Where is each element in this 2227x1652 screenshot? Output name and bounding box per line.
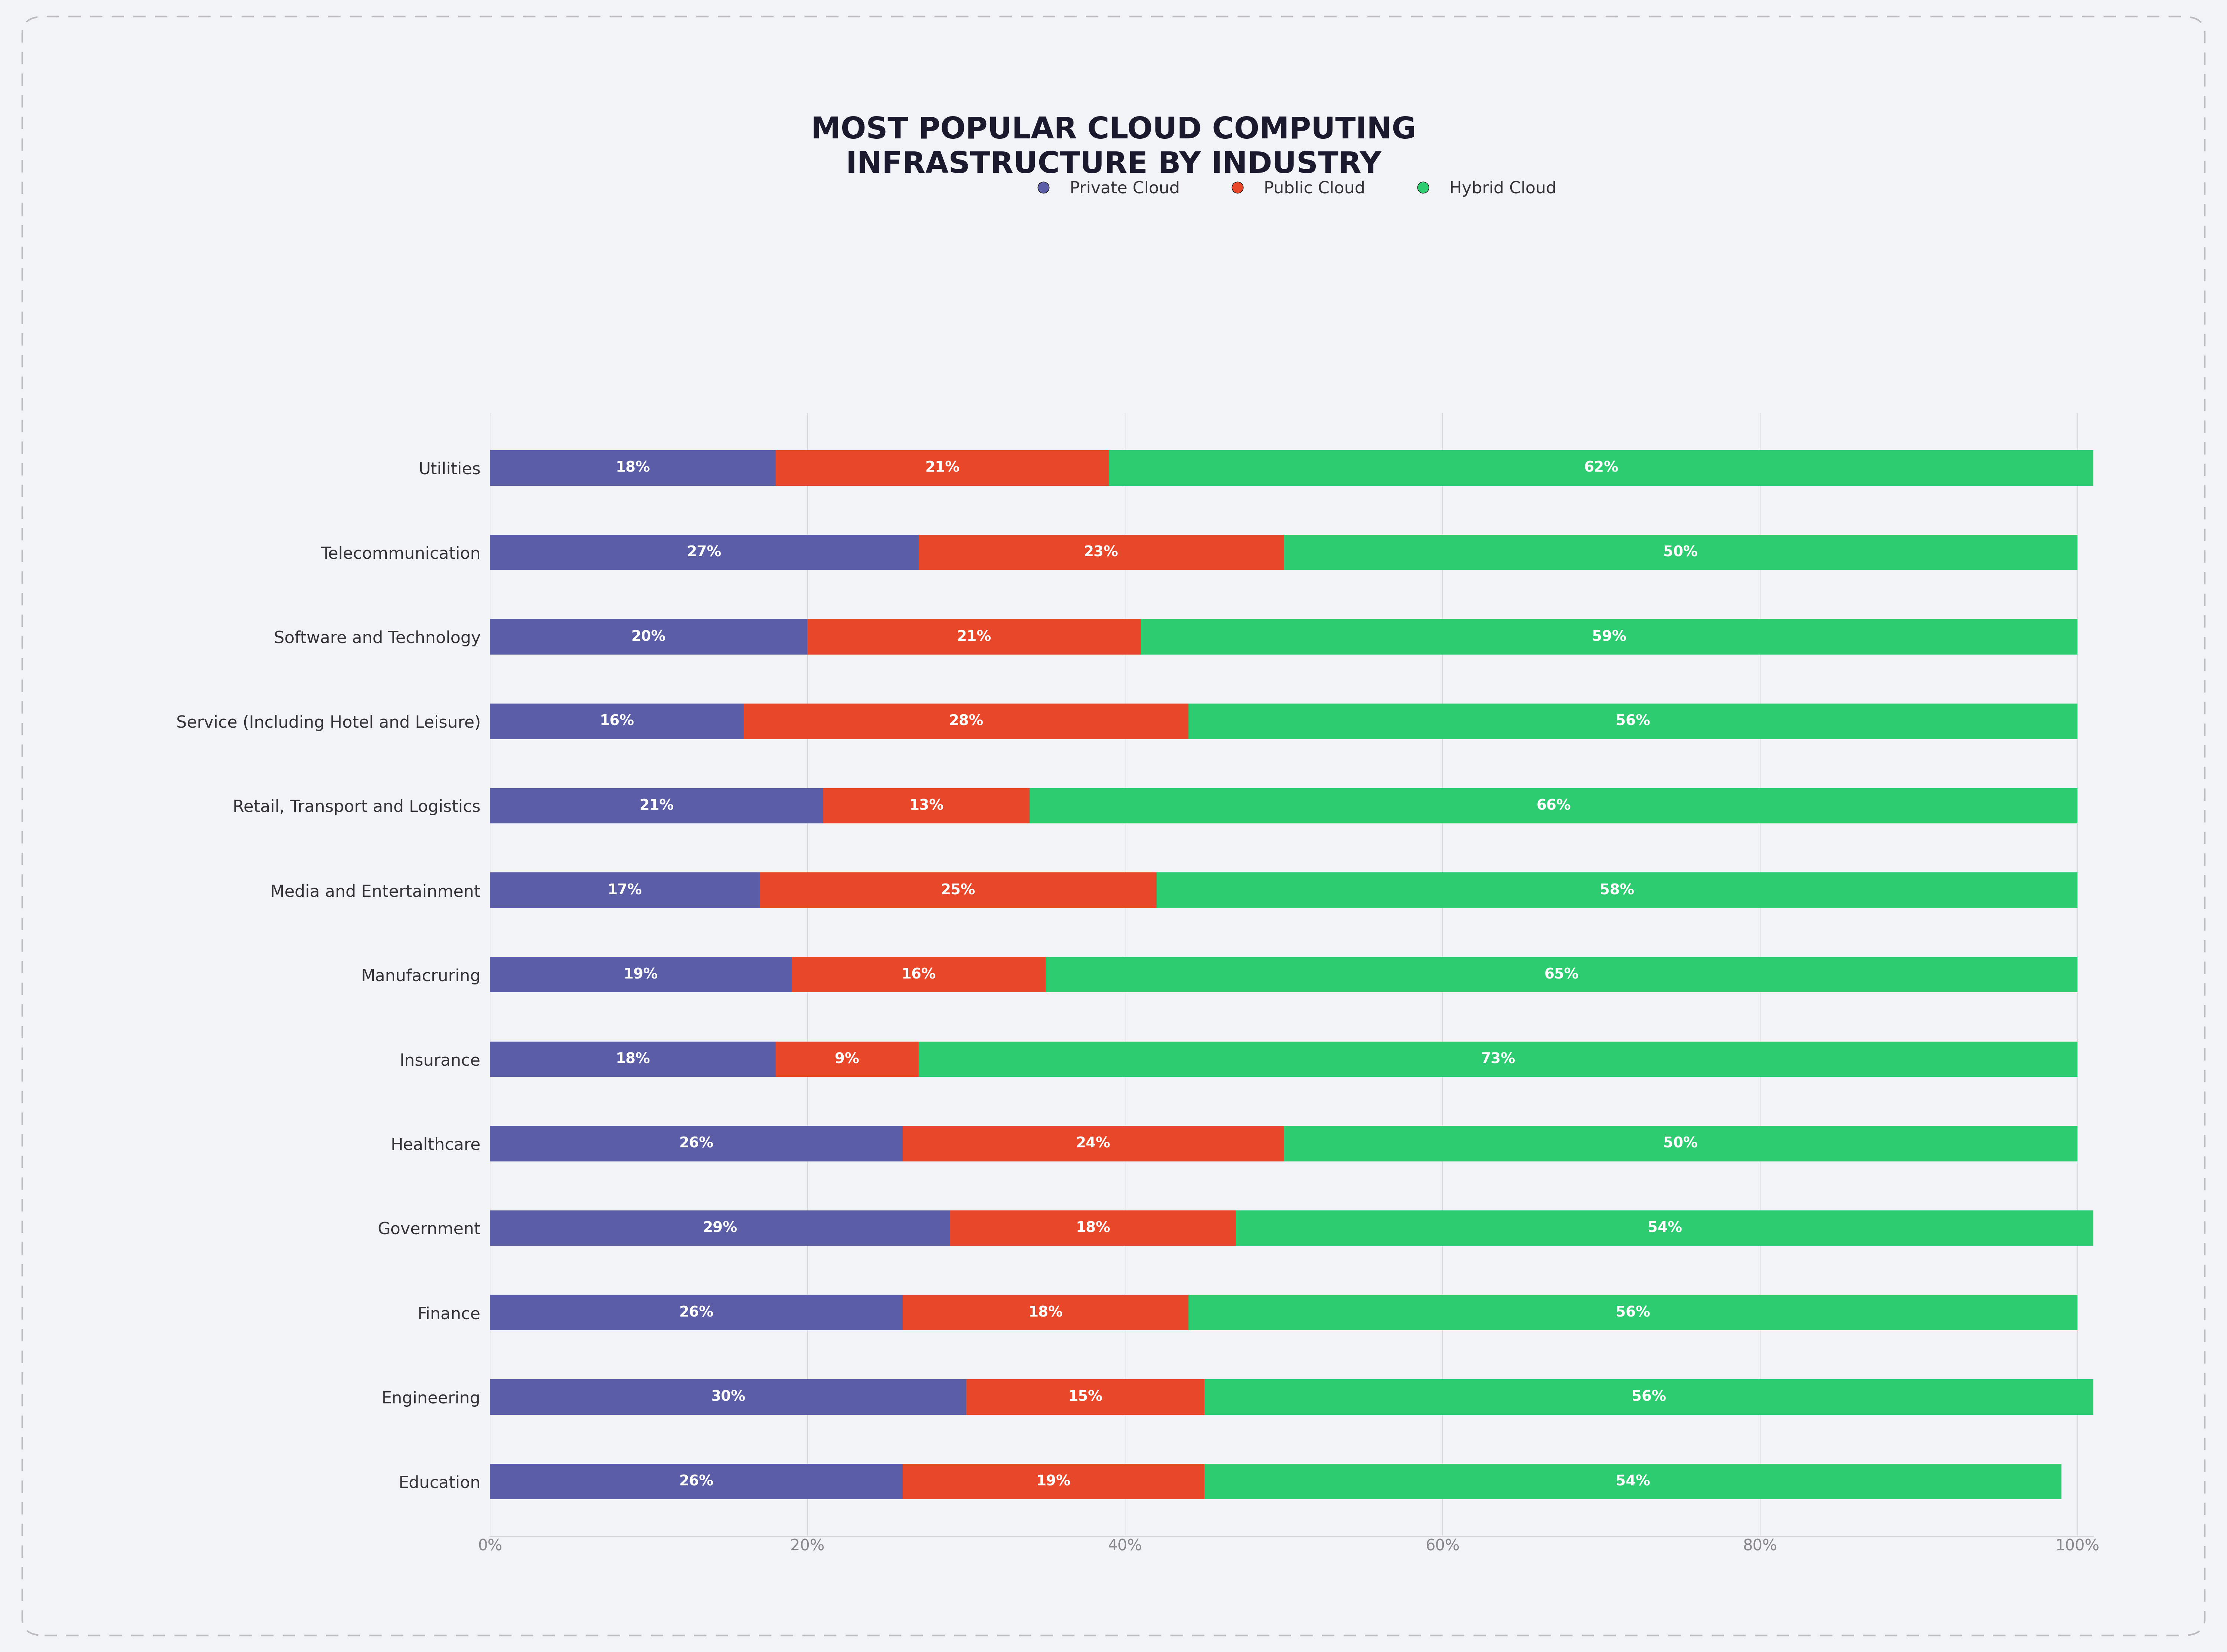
Text: 21%: 21% [639, 798, 675, 813]
Bar [490, 788, 824, 823]
Bar [1205, 1379, 2093, 1414]
Bar [1283, 535, 2078, 570]
Bar [951, 1211, 1236, 1246]
Text: 56%: 56% [1632, 1389, 1666, 1404]
Bar [1236, 1211, 2093, 1246]
Text: 21%: 21% [958, 629, 991, 644]
Bar [824, 788, 1029, 823]
Text: 17%: 17% [608, 884, 641, 897]
Text: 9%: 9% [835, 1052, 860, 1066]
Bar [808, 620, 1140, 654]
Text: 27%: 27% [686, 545, 722, 560]
Bar [1189, 1295, 2078, 1330]
Legend: Private Cloud, Public Cloud, Hybrid Cloud: Private Cloud, Public Cloud, Hybrid Clou… [1020, 173, 1563, 203]
Bar [967, 1379, 1205, 1414]
Bar [490, 872, 759, 909]
Bar [744, 704, 1189, 738]
Bar [490, 957, 791, 993]
Text: 19%: 19% [624, 968, 657, 981]
Bar [1189, 704, 2078, 738]
Text: 18%: 18% [615, 1052, 650, 1066]
Bar [902, 1127, 1283, 1161]
Bar [1140, 620, 2078, 654]
Text: 50%: 50% [1664, 545, 1697, 560]
Bar [490, 620, 808, 654]
Bar [775, 449, 1109, 486]
Bar [918, 535, 1283, 570]
Bar [1109, 449, 2093, 486]
Bar [759, 872, 1156, 909]
Text: 24%: 24% [1076, 1137, 1111, 1151]
Bar [490, 535, 918, 570]
Text: 58%: 58% [1599, 884, 1635, 897]
Bar [918, 1041, 2078, 1077]
Bar [791, 957, 1047, 993]
Text: 50%: 50% [1664, 1137, 1697, 1151]
Bar [1205, 1464, 2062, 1500]
Text: 28%: 28% [949, 714, 984, 729]
Bar [490, 1211, 951, 1246]
Text: 19%: 19% [1036, 1474, 1071, 1488]
Text: 16%: 16% [599, 714, 635, 729]
Text: 25%: 25% [942, 884, 975, 897]
Text: MOST POPULAR CLOUD COMPUTING
INFRASTRUCTURE BY INDUSTRY: MOST POPULAR CLOUD COMPUTING INFRASTRUCT… [811, 116, 1416, 178]
Text: 15%: 15% [1069, 1389, 1102, 1404]
Text: 13%: 13% [909, 798, 944, 813]
Text: 73%: 73% [1481, 1052, 1514, 1066]
Text: 59%: 59% [1592, 629, 1626, 644]
Bar [490, 1127, 902, 1161]
Bar [490, 449, 775, 486]
Text: 23%: 23% [1085, 545, 1118, 560]
Text: 26%: 26% [679, 1137, 713, 1151]
Bar [775, 1041, 918, 1077]
Text: 62%: 62% [1583, 461, 1619, 476]
Text: 56%: 56% [1617, 714, 1650, 729]
Text: 18%: 18% [1076, 1221, 1111, 1236]
Text: 56%: 56% [1617, 1305, 1650, 1320]
Text: 18%: 18% [1029, 1305, 1062, 1320]
Bar [1283, 1127, 2078, 1161]
Bar [1156, 872, 2078, 909]
Text: 18%: 18% [615, 461, 650, 476]
Text: 26%: 26% [679, 1474, 713, 1488]
Bar [1047, 957, 2078, 993]
Bar [490, 1295, 902, 1330]
Text: 54%: 54% [1648, 1221, 1681, 1236]
Bar [902, 1295, 1189, 1330]
Text: 54%: 54% [1617, 1474, 1650, 1488]
Bar [490, 1041, 775, 1077]
Text: 20%: 20% [632, 629, 666, 644]
Bar [490, 1379, 967, 1414]
Text: 21%: 21% [924, 461, 960, 476]
Text: 26%: 26% [679, 1305, 713, 1320]
Bar [1029, 788, 2078, 823]
Text: 66%: 66% [1537, 798, 1570, 813]
Bar [490, 1464, 902, 1500]
Bar [902, 1464, 1205, 1500]
Bar [490, 704, 744, 738]
Text: 29%: 29% [704, 1221, 737, 1236]
Text: 30%: 30% [710, 1389, 746, 1404]
Text: 16%: 16% [902, 968, 935, 981]
Text: 65%: 65% [1543, 968, 1579, 981]
